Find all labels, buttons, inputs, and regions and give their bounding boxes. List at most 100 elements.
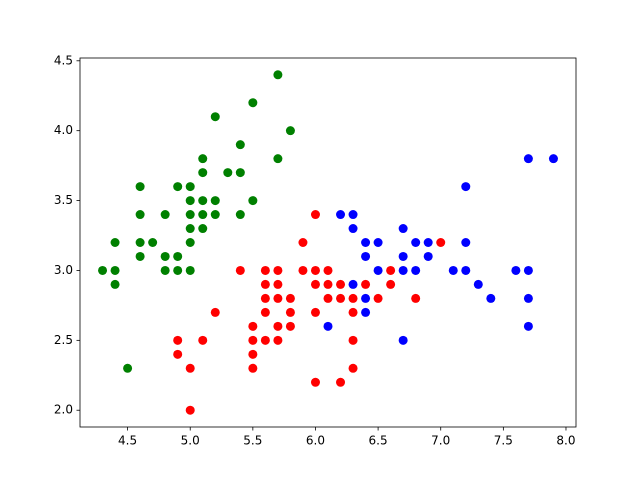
point [210, 210, 220, 220]
point [373, 265, 383, 275]
x-tick-label: 7.0 [431, 434, 450, 448]
point [373, 293, 383, 303]
point [411, 293, 421, 303]
point [273, 154, 283, 164]
point [173, 335, 183, 345]
y-tick-label: 4.0 [54, 123, 73, 137]
point [386, 265, 396, 275]
point [323, 321, 333, 331]
x-tick-label: 7.5 [494, 434, 513, 448]
point [198, 154, 208, 164]
y-tick-label: 3.0 [54, 263, 73, 277]
point [185, 182, 195, 192]
point [285, 126, 295, 136]
point [185, 238, 195, 247]
point [285, 307, 295, 317]
point [260, 279, 270, 289]
point [361, 251, 371, 261]
y-tick-label: 4.5 [54, 53, 73, 67]
point [310, 265, 320, 275]
point [235, 140, 245, 150]
point [185, 224, 195, 234]
point [323, 265, 333, 275]
point [173, 265, 183, 275]
point [348, 224, 358, 234]
point [398, 224, 408, 234]
point [436, 238, 446, 247]
point [373, 238, 383, 247]
point [135, 210, 145, 220]
point [248, 98, 258, 108]
point [273, 335, 283, 345]
point [210, 307, 220, 317]
point [486, 293, 496, 303]
point [361, 279, 371, 289]
point [448, 265, 458, 275]
point [461, 238, 471, 247]
x-tick-label: 5.0 [181, 434, 200, 448]
point [248, 196, 258, 206]
point [336, 377, 346, 387]
point [361, 238, 371, 247]
point [173, 182, 183, 192]
point [248, 349, 258, 359]
x-tick-label: 8.0 [556, 434, 575, 448]
point [298, 265, 308, 275]
point [185, 196, 195, 206]
point [98, 265, 108, 275]
point [461, 265, 471, 275]
point [110, 279, 120, 289]
point [361, 293, 371, 303]
y-tick-label: 2.5 [54, 333, 73, 347]
point [185, 405, 195, 415]
point [348, 307, 358, 317]
point [348, 363, 358, 373]
point [173, 349, 183, 359]
point [398, 265, 408, 275]
point [160, 210, 170, 220]
point [423, 251, 433, 261]
point [198, 335, 208, 345]
point [348, 335, 358, 345]
point [336, 279, 346, 289]
point [361, 307, 371, 317]
point [135, 182, 145, 192]
point [511, 265, 521, 275]
point [398, 335, 408, 345]
point [348, 279, 358, 289]
y-tick-label: 2.0 [54, 403, 73, 417]
point [348, 210, 358, 220]
point [185, 265, 195, 275]
point [548, 154, 558, 164]
point [273, 265, 283, 275]
point [198, 210, 208, 220]
point [473, 279, 483, 289]
point [523, 265, 533, 275]
point [235, 265, 245, 275]
point [260, 335, 270, 345]
point [235, 168, 245, 178]
point [148, 238, 158, 247]
point [160, 265, 170, 275]
point [260, 265, 270, 275]
point [135, 251, 145, 261]
point [323, 293, 333, 303]
point [185, 363, 195, 373]
x-tick-label: 6.5 [369, 434, 388, 448]
point [160, 251, 170, 261]
point [310, 307, 320, 317]
point [310, 377, 320, 387]
point [198, 224, 208, 234]
point [411, 265, 421, 275]
point [235, 210, 245, 220]
x-tick-label: 4.5 [118, 434, 137, 448]
point [423, 238, 433, 247]
point [285, 293, 295, 303]
point [310, 210, 320, 220]
point [248, 363, 258, 373]
point [260, 293, 270, 303]
point [185, 210, 195, 220]
point [123, 363, 133, 373]
